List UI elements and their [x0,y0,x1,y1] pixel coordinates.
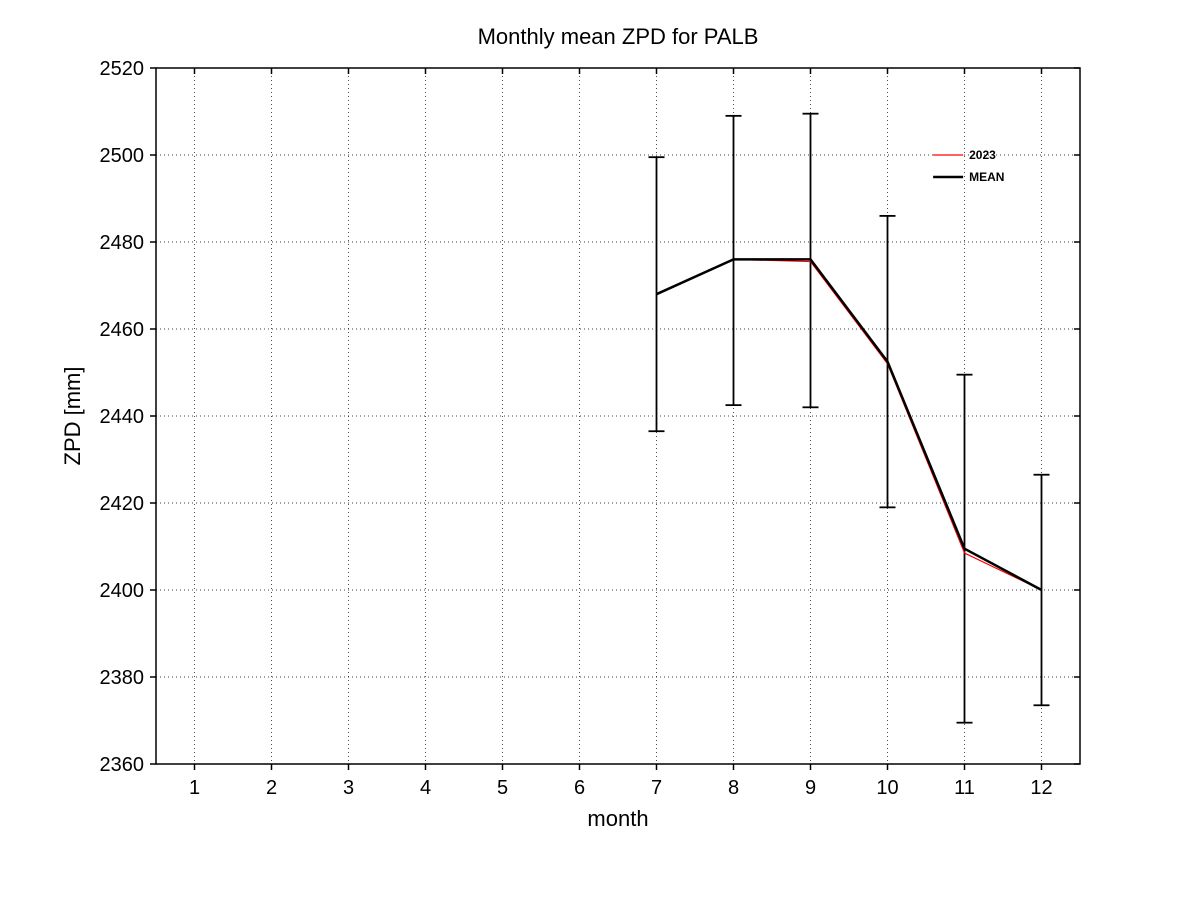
chart-container: 1234567891011122360238024002420244024602… [0,0,1201,901]
xtick-label: 9 [805,777,816,799]
chart-background [0,0,1201,901]
xtick-label: 12 [1030,777,1052,799]
xtick-label: 3 [343,777,354,799]
xaxis-label: month [587,806,648,831]
yaxis-label: ZPD [mm] [60,367,85,466]
xtick-label: 8 [728,777,739,799]
legend-label: MEAN [969,170,1004,184]
ytick-label: 2380 [100,667,145,689]
ytick-label: 2420 [100,493,145,515]
ytick-label: 2500 [100,145,145,167]
ytick-label: 2440 [100,406,145,428]
xtick-label: 11 [954,777,975,799]
xtick-label: 1 [189,777,200,799]
xtick-label: 5 [497,777,508,799]
chart-svg: 1234567891011122360238024002420244024602… [0,0,1201,901]
ytick-label: 2520 [100,58,145,80]
ytick-label: 2360 [100,754,145,776]
xtick-label: 6 [574,777,585,799]
xtick-label: 4 [420,777,431,799]
legend-label: 2023 [969,148,996,162]
xtick-label: 10 [876,777,898,799]
xtick-label: 2 [266,777,277,799]
ytick-label: 2460 [100,319,145,341]
ytick-label: 2400 [100,580,145,602]
xtick-label: 7 [651,777,662,799]
chart-title: Monthly mean ZPD for PALB [478,24,759,49]
ytick-label: 2480 [100,232,145,254]
